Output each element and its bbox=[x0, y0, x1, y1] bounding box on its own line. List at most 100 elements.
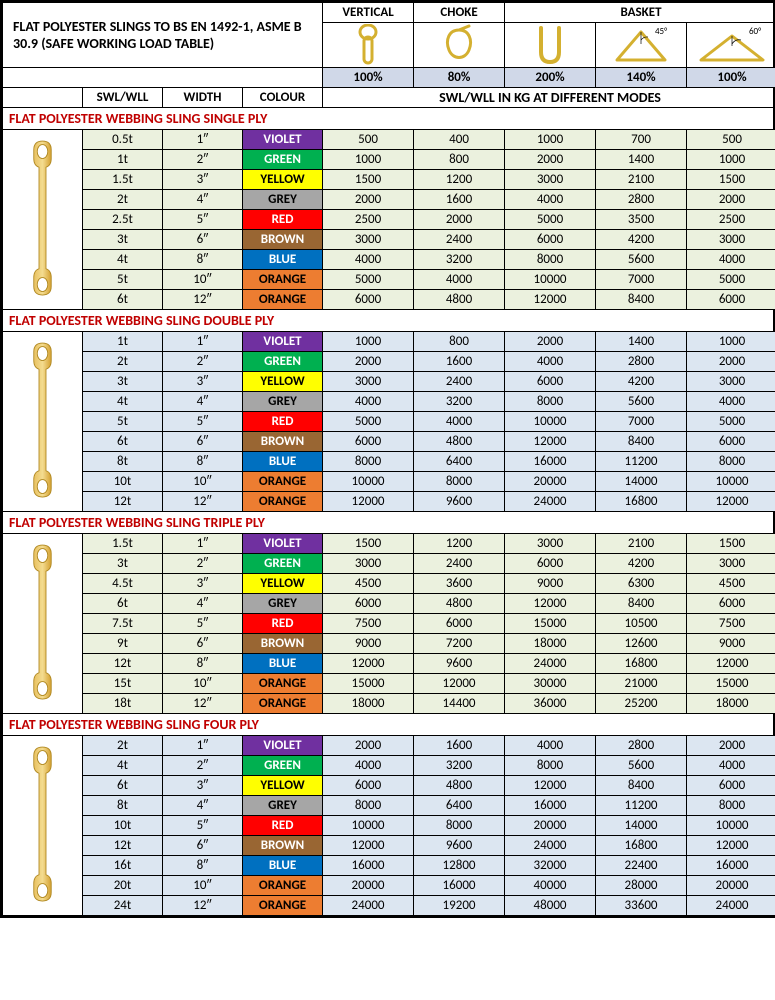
value-cell: 28000 bbox=[596, 876, 687, 896]
value-cell: 2000 bbox=[687, 352, 775, 372]
swl-cell: 2t bbox=[83, 190, 163, 210]
value-cell: 1000 bbox=[323, 150, 414, 170]
col-colour: COLOUR bbox=[243, 88, 323, 108]
colour-cell: RED bbox=[243, 614, 323, 634]
value-cell: 16000 bbox=[687, 856, 775, 876]
value-cell: 5600 bbox=[596, 756, 687, 776]
colour-cell: ORANGE bbox=[243, 492, 323, 512]
table-row: 2.5t5″RED25002000500035002500 bbox=[3, 210, 775, 230]
value-cell: 1500 bbox=[687, 170, 775, 190]
swl-cell: 6t bbox=[83, 290, 163, 310]
value-cell: 2000 bbox=[323, 190, 414, 210]
value-cell: 12000 bbox=[687, 836, 775, 856]
value-cell: 12000 bbox=[323, 836, 414, 856]
value-cell: 6000 bbox=[687, 594, 775, 614]
value-cell: 21000 bbox=[596, 674, 687, 694]
value-cell: 3200 bbox=[414, 756, 505, 776]
swl-cell: 3t bbox=[83, 372, 163, 392]
colour-cell: GREEN bbox=[243, 352, 323, 372]
swl-cell: 3t bbox=[83, 554, 163, 574]
value-cell: 8000 bbox=[687, 452, 775, 472]
value-cell: 8000 bbox=[414, 816, 505, 836]
table-row: 6t3″YELLOW600048001200084006000 bbox=[3, 776, 775, 796]
table-row: 8t4″GREY8000640016000112008000 bbox=[3, 796, 775, 816]
colour-cell: GREY bbox=[243, 796, 323, 816]
colour-cell: ORANGE bbox=[243, 896, 323, 916]
value-cell: 20000 bbox=[687, 876, 775, 896]
colour-cell: YELLOW bbox=[243, 776, 323, 796]
value-cell: 5000 bbox=[687, 412, 775, 432]
colour-cell: BROWN bbox=[243, 432, 323, 452]
value-cell: 6300 bbox=[596, 574, 687, 594]
table-row: 8t8″BLUE8000640016000112008000 bbox=[3, 452, 775, 472]
value-cell: 4200 bbox=[596, 554, 687, 574]
value-cell: 12000 bbox=[505, 432, 596, 452]
table-row: 1t2″GREEN1000800200014001000 bbox=[3, 150, 775, 170]
value-cell: 10000 bbox=[323, 816, 414, 836]
colour-cell: GREEN bbox=[243, 554, 323, 574]
table-row: 9t6″BROWN9000720018000126009000 bbox=[3, 634, 775, 654]
table-row: 1.5t3″YELLOW15001200300021001500 bbox=[3, 170, 775, 190]
table-row: 1t1″VIOLET1000800200014001000 bbox=[3, 332, 775, 352]
value-cell: 7200 bbox=[414, 634, 505, 654]
width-cell: 4″ bbox=[163, 392, 243, 412]
value-cell: 12000 bbox=[414, 674, 505, 694]
value-cell: 6000 bbox=[687, 432, 775, 452]
section-title: FLAT POLYESTER WEBBING SLING FOUR PLY bbox=[3, 714, 775, 736]
table-row: 4t4″GREY40003200800056004000 bbox=[3, 392, 775, 412]
width-cell: 5″ bbox=[163, 614, 243, 634]
section-title: FLAT POLYESTER WEBBING SLING TRIPLE PLY bbox=[3, 512, 775, 534]
colour-cell: YELLOW bbox=[243, 170, 323, 190]
value-cell: 4000 bbox=[505, 190, 596, 210]
swl-cell: 4t bbox=[83, 392, 163, 412]
colour-cell: ORANGE bbox=[243, 876, 323, 896]
value-cell: 24000 bbox=[505, 836, 596, 856]
colour-cell: ORANGE bbox=[243, 674, 323, 694]
width-cell: 1″ bbox=[163, 130, 243, 150]
table-row: 4t2″GREEN40003200800056004000 bbox=[3, 756, 775, 776]
value-cell: 20000 bbox=[505, 472, 596, 492]
swl-cell: 5t bbox=[83, 270, 163, 290]
value-cell: 3000 bbox=[323, 230, 414, 250]
table-row: 4.5t3″YELLOW45003600900063004500 bbox=[3, 574, 775, 594]
swl-cell: 3t bbox=[83, 230, 163, 250]
value-cell: 2800 bbox=[596, 736, 687, 756]
value-cell: 8000 bbox=[323, 796, 414, 816]
width-cell: 10″ bbox=[163, 472, 243, 492]
value-cell: 12000 bbox=[505, 776, 596, 796]
value-cell: 8000 bbox=[323, 452, 414, 472]
table-row: 5t5″RED500040001000070005000 bbox=[3, 412, 775, 432]
value-cell: 6400 bbox=[414, 796, 505, 816]
value-cell: 2000 bbox=[505, 332, 596, 352]
swl-cell: 5t bbox=[83, 412, 163, 432]
swl-cell: 2t bbox=[83, 352, 163, 372]
value-cell: 6000 bbox=[687, 290, 775, 310]
value-cell: 1500 bbox=[323, 534, 414, 554]
colour-cell: VIOLET bbox=[243, 736, 323, 756]
value-cell: 7000 bbox=[596, 412, 687, 432]
value-cell: 2000 bbox=[687, 736, 775, 756]
value-cell: 18000 bbox=[505, 634, 596, 654]
value-cell: 18000 bbox=[687, 694, 775, 714]
swl-cell: 18t bbox=[83, 694, 163, 714]
svg-text:60°: 60° bbox=[749, 26, 761, 37]
width-cell: 6″ bbox=[163, 634, 243, 654]
value-cell: 15000 bbox=[687, 674, 775, 694]
value-cell: 16000 bbox=[505, 452, 596, 472]
value-cell: 12600 bbox=[596, 634, 687, 654]
table-row: 2t1″VIOLET20001600400028002000 bbox=[3, 736, 775, 756]
value-cell: 800 bbox=[414, 150, 505, 170]
value-cell: 6400 bbox=[414, 452, 505, 472]
value-cell: 8000 bbox=[505, 392, 596, 412]
width-cell: 8″ bbox=[163, 654, 243, 674]
value-cell: 1200 bbox=[414, 170, 505, 190]
swl-cell: 2t bbox=[83, 736, 163, 756]
colour-cell: ORANGE bbox=[243, 472, 323, 492]
value-cell: 10000 bbox=[323, 472, 414, 492]
basket-45-icon: 45° bbox=[596, 23, 687, 68]
value-cell: 1500 bbox=[323, 170, 414, 190]
value-cell: 8400 bbox=[596, 776, 687, 796]
value-cell: 33600 bbox=[596, 896, 687, 916]
value-cell: 500 bbox=[687, 130, 775, 150]
width-cell: 6″ bbox=[163, 432, 243, 452]
